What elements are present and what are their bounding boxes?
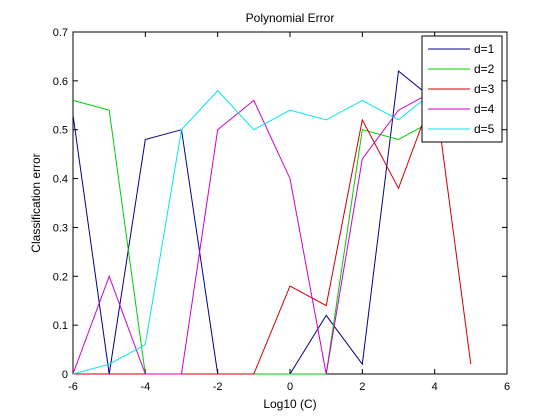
y-tick-label: 0.3	[53, 222, 68, 234]
y-tick-label: 0.5	[53, 125, 68, 137]
legend: d=1 d=2 d=3 d=4 d=5	[421, 35, 503, 143]
y-tick-label: 0.4	[53, 174, 68, 186]
series-line-d3	[73, 90, 472, 375]
x-tick-label: 0	[287, 381, 293, 393]
x-tick-label: -6	[68, 381, 78, 393]
series-lines	[72, 70, 472, 375]
legend-label: d=5	[474, 122, 495, 136]
y-tick-label: 0.7	[53, 27, 68, 39]
legend-label: d=1	[474, 42, 495, 56]
x-tick-label: 6	[504, 381, 510, 393]
y-tick-label: 0	[62, 369, 68, 381]
y-tick-label: 0.1	[53, 320, 68, 332]
legend-label: d=3	[474, 82, 495, 96]
series-line-d5	[72, 89, 436, 375]
chart-title: Polynomial Error	[246, 11, 335, 25]
x-tick-label: 4	[432, 381, 438, 393]
series-line-d4	[72, 90, 435, 375]
x-tick-label: -4	[140, 381, 150, 393]
legend-label: d=4	[474, 102, 495, 116]
legend-label: d=2	[474, 62, 495, 76]
y-tick-label: 0.6	[53, 76, 68, 88]
y-tick-label: 0.2	[53, 271, 68, 283]
x-tick-label: 2	[359, 381, 365, 393]
x-axis-label: Log10 (C)	[263, 397, 316, 411]
y-axis-label: Classification error	[29, 153, 43, 252]
x-tick-label: -2	[213, 381, 223, 393]
